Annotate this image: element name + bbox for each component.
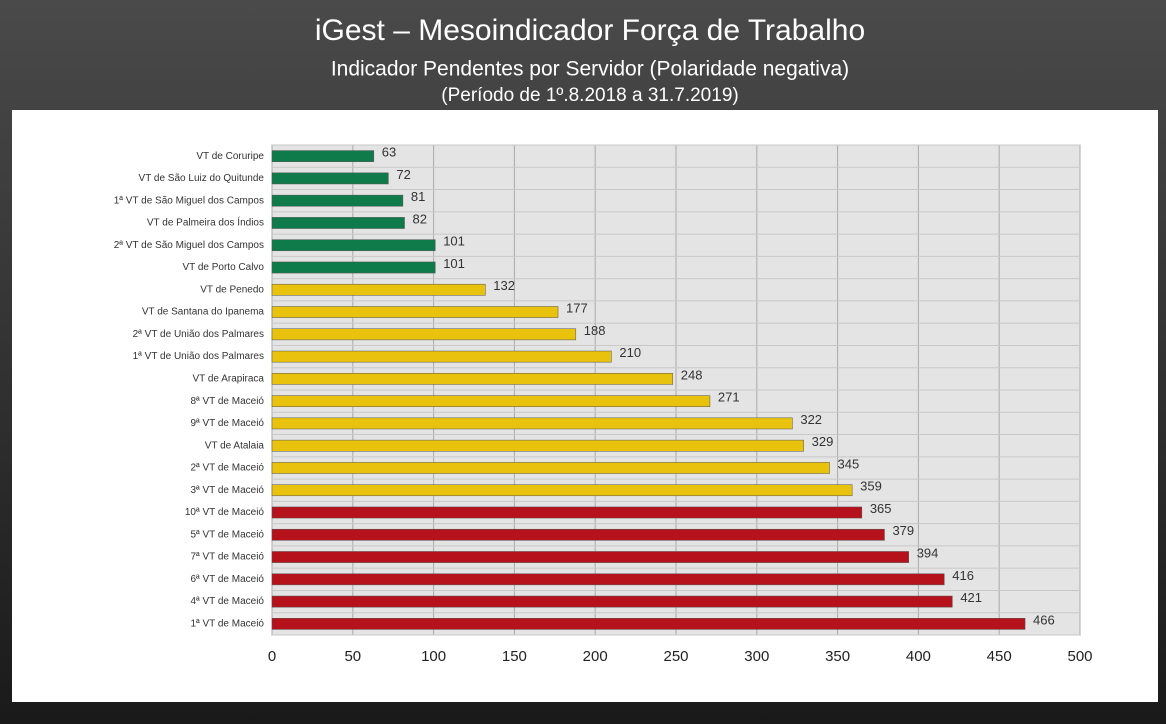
y-tick-label: VT de Coruripe (196, 151, 264, 162)
bar (271, 306, 559, 318)
y-tick-label: VT de Palmeira dos Índios (147, 216, 264, 229)
y-tick-label: VT de São Luiz do Quitunde (139, 173, 265, 184)
value-label: 188 (584, 323, 606, 338)
value-label: 421 (960, 590, 982, 605)
x-tick-label: 500 (1067, 648, 1092, 665)
value-label: 72 (396, 167, 410, 182)
y-tick-label: 4ª VT de Maceió (190, 596, 264, 607)
x-tick-label: 150 (502, 648, 527, 665)
y-tick-label: VT de Penedo (200, 284, 264, 295)
y-tick-label: 2ª VT de Maceió (190, 463, 264, 474)
bar (271, 194, 404, 207)
bar (271, 506, 863, 519)
bar (271, 551, 909, 563)
value-label: 329 (812, 434, 834, 449)
y-tick-label: 5ª VT de Maceió (190, 529, 264, 540)
y-tick-label: VT de Porto Calvo (182, 262, 264, 273)
value-label: 359 (860, 479, 882, 494)
value-label: 365 (870, 501, 892, 516)
value-label: 271 (718, 390, 740, 405)
x-tick-label: 350 (825, 648, 850, 665)
bar (271, 573, 945, 586)
y-tick-label: 1ª VT de São Miguel dos Campos (114, 195, 264, 206)
bar (271, 395, 711, 407)
x-tick-label: 400 (906, 648, 931, 665)
bar (271, 462, 830, 474)
bar (271, 373, 674, 385)
bar (271, 439, 804, 452)
y-tick-label: 7ª VT de Maceió (190, 552, 264, 563)
chart-title: iGest – Mesoindicador Força de Trabalho (315, 14, 865, 47)
bar (271, 261, 436, 274)
y-tick-label: VT de Santana do Ipanema (142, 307, 265, 318)
value-label: 101 (443, 234, 465, 249)
x-tick-label: 300 (744, 648, 769, 665)
x-tick-label: 0 (268, 648, 276, 665)
bar (271, 350, 612, 363)
bar (271, 618, 1026, 630)
value-label: 132 (493, 278, 515, 293)
bar (271, 239, 436, 252)
y-tick-label: 10ª VT de Maceió (185, 507, 265, 518)
x-tick-label: 450 (987, 648, 1012, 665)
value-label: 63 (382, 145, 396, 160)
y-tick-label: 1ª VT de União dos Palmares (133, 351, 264, 362)
y-tick-label: 3ª VT de Maceió (190, 485, 264, 496)
bar (271, 595, 953, 608)
value-label: 416 (952, 568, 974, 583)
x-tick-label: 250 (663, 648, 688, 665)
x-tick-label: 200 (583, 648, 608, 665)
y-tick-label: 1ª VT de Maceió (190, 619, 264, 630)
value-label: 177 (566, 300, 588, 315)
bar (271, 172, 389, 185)
x-tick-label: 50 (344, 648, 361, 665)
y-tick-label: VT de Atalaia (205, 440, 265, 451)
y-tick-label: 2ª VT de União dos Palmares (133, 329, 264, 340)
bar (271, 417, 793, 430)
y-tick-label: 9ª VT de Maceió (190, 418, 264, 429)
bar (271, 528, 885, 541)
x-tick-label: 100 (421, 648, 446, 665)
y-tick-label: 6ª VT de Maceió (190, 574, 264, 585)
bar (271, 484, 853, 497)
value-label: 379 (892, 523, 914, 538)
y-tick-label: VT de Arapiraca (192, 374, 264, 385)
value-label: 82 (413, 211, 427, 226)
bar (271, 217, 405, 229)
value-label: 466 (1033, 612, 1055, 627)
y-tick-label: 2ª VT de São Miguel dos Campos (114, 240, 264, 251)
value-label: 345 (838, 456, 860, 471)
chart-period: (Período de 1º.8.2018 a 31.7.2019) (441, 85, 738, 106)
value-label: 394 (917, 545, 939, 560)
value-label: 81 (411, 189, 425, 204)
value-label: 322 (800, 412, 822, 427)
bar (271, 328, 577, 341)
value-label: 248 (681, 367, 703, 382)
value-label: 210 (619, 345, 641, 360)
bar (271, 283, 486, 296)
chart-subtitle: Indicador Pendentes por Servidor (Polari… (331, 58, 849, 81)
bar (271, 150, 375, 162)
y-tick-label: 8ª VT de Maceió (190, 396, 264, 407)
value-label: 101 (443, 256, 465, 271)
